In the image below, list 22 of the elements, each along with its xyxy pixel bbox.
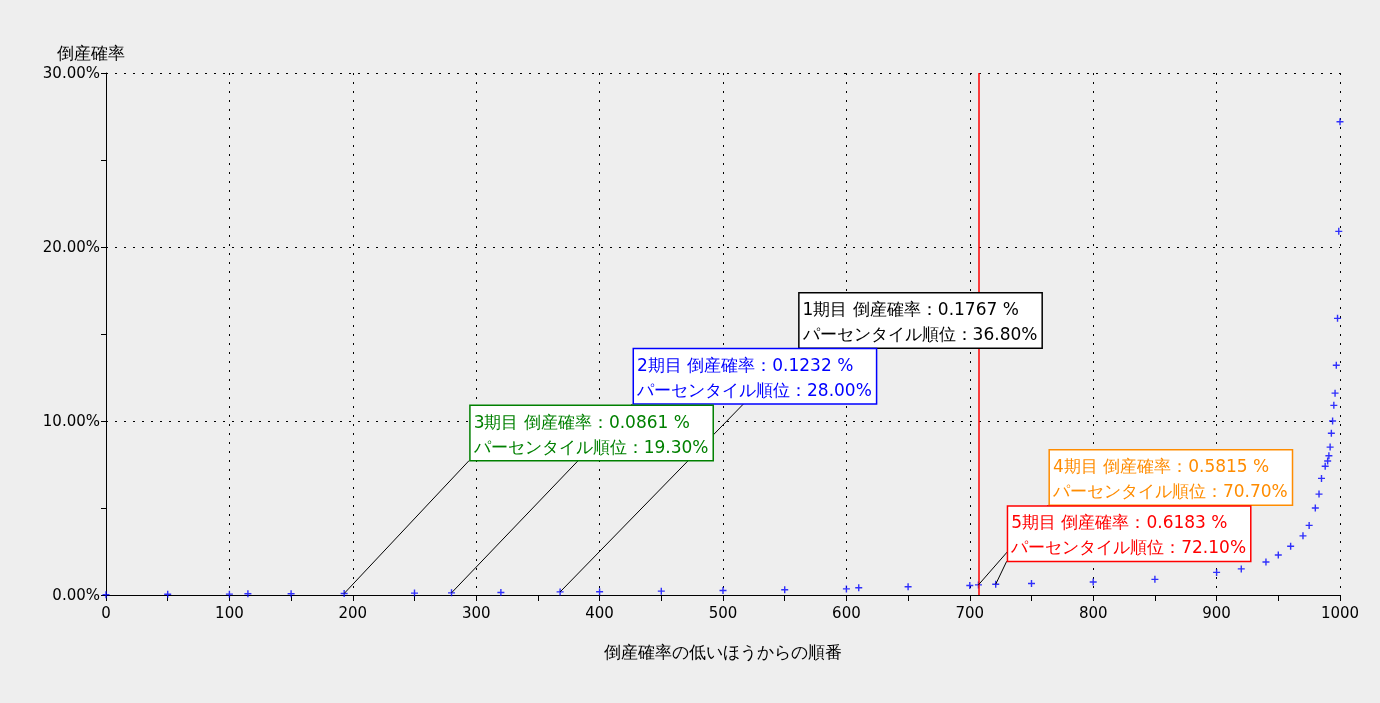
x-tick-label: 500 — [708, 603, 738, 622]
x-tick-label: 1000 — [1320, 603, 1360, 622]
annotation: 2期目 倒産確率：0.1232 % パーセンタイル順位：28.00% — [636, 354, 872, 400]
x-tick-label: 700 — [955, 603, 985, 622]
x-tick-label: 0 — [101, 603, 111, 622]
x-tick-label: 100 — [215, 603, 244, 622]
x-tick-label: 800 — [1078, 603, 1108, 622]
annotation: 1期目 倒産確率：0.1767 % パーセンタイル順位：36.80% — [801, 298, 1038, 344]
x-tick-label: 400 — [585, 603, 614, 622]
x-tick-label: 600 — [832, 603, 861, 622]
x-tick-label: 900 — [1202, 603, 1231, 622]
annotation: 4期目 倒産確率：0.5815 % パーセンタイル順位：70.70% — [1051, 455, 1288, 501]
x-tick-label: 300 — [461, 603, 491, 622]
x-axis-title: 倒産確率の低いほうからの順番 — [604, 641, 842, 662]
y-axis-title: 倒産確率 — [57, 42, 125, 63]
y-tick-label: 10.00% — [42, 412, 100, 430]
x-tick-label: 200 — [338, 603, 368, 622]
y-tick-label: 20.00% — [42, 238, 100, 256]
y-tick-label: 0.00% — [52, 586, 100, 604]
annotation: 3期目 倒産確率：0.0861 % パーセンタイル順位：19.30% — [472, 411, 709, 457]
y-tick-label: 30.00% — [42, 64, 100, 82]
annotation: 5期目 倒産確率：0.6183 % パーセンタイル順位：72.10% — [1010, 512, 1247, 558]
